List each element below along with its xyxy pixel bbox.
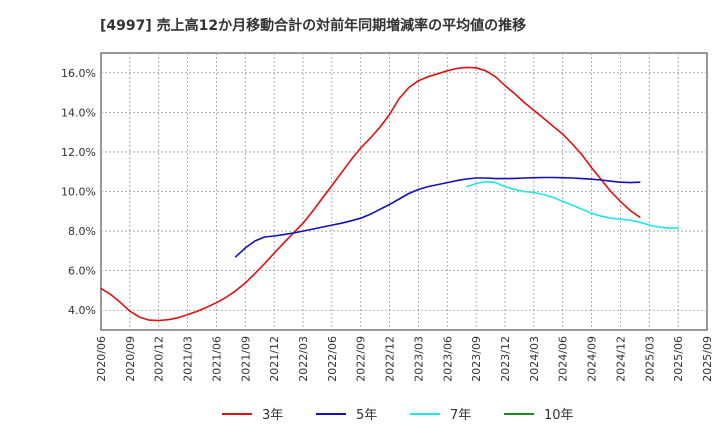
y-tick-label: 8.0% (68, 225, 96, 238)
plot-area (100, 52, 708, 331)
series-line (234, 176, 641, 258)
x-tick-label: 2023/09 (470, 336, 483, 382)
series-lines (100, 66, 679, 322)
series-line (465, 180, 679, 229)
x-tick-label: 2025/09 (701, 336, 714, 382)
legend-label: 5年 (356, 408, 377, 423)
legend-label: 7年 (450, 408, 471, 423)
y-axis: 4.0% 6.0% 8.0% 10.0% 12.0% 14.0% 16.0% (61, 67, 96, 317)
series-line (100, 66, 641, 322)
chart-title: [4997] 売上高12か月移動合計の対前年同期増減率の平均値の推移 (100, 17, 526, 34)
y-tick-label: 10.0% (61, 186, 96, 199)
x-tick-label: 2021/03 (182, 336, 195, 382)
grid-lines (101, 53, 707, 330)
y-tick-label: 4.0% (68, 304, 96, 317)
x-tick-label: 2020/06 (95, 336, 108, 382)
x-tick-label: 2023/06 (441, 336, 454, 382)
x-tick-label: 2022/03 (297, 336, 310, 382)
x-tick-label: 2022/06 (326, 336, 339, 382)
x-tick-label: 2024/09 (586, 336, 599, 382)
x-tick-label: 2020/09 (124, 336, 137, 382)
y-tick-label: 6.0% (68, 265, 96, 278)
x-tick-label: 2024/12 (614, 336, 627, 382)
legend-label: 10年 (544, 408, 574, 423)
x-tick-label: 2022/12 (384, 336, 397, 382)
x-tick-label: 2021/12 (268, 336, 281, 382)
x-tick-label: 2024/06 (557, 336, 570, 382)
y-tick-label: 14.0% (61, 106, 96, 119)
y-tick-label: 16.0% (61, 67, 96, 80)
x-tick-label: 2023/12 (499, 336, 512, 382)
x-tick-label: 2025/06 (672, 336, 685, 382)
x-tick-label: 2021/09 (239, 336, 252, 382)
x-tick-label: 2021/06 (210, 336, 223, 382)
x-tick-label: 2022/09 (355, 336, 368, 382)
x-tick-label: 2024/03 (528, 336, 541, 382)
x-axis: 2020/06 2020/09 2020/12 2021/03 2021/06 2021/… (95, 336, 714, 382)
x-tick-label: 2023/03 (412, 336, 425, 382)
legend: 3年 5年 7年 10年 (222, 408, 574, 423)
y-tick-label: 12.0% (61, 146, 96, 159)
x-tick-label: 2025/03 (643, 336, 656, 382)
legend-label: 3年 (262, 408, 283, 423)
x-tick-label: 2020/12 (153, 336, 166, 382)
